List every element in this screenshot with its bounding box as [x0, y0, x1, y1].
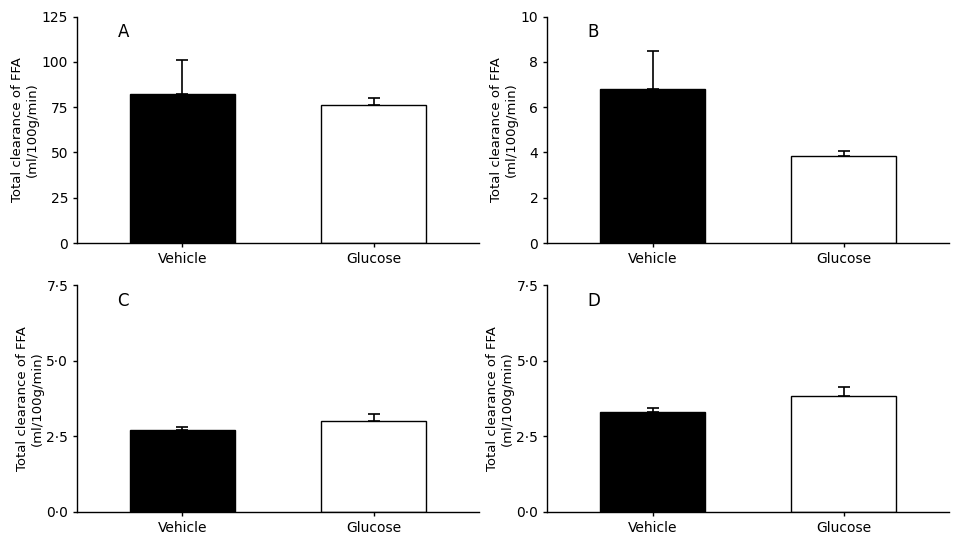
- Bar: [791, 156, 897, 243]
- Text: B: B: [588, 23, 599, 41]
- Y-axis label: Total clearance of FFA
(ml/100g/min): Total clearance of FFA (ml/100g/min): [486, 326, 514, 471]
- Bar: [130, 94, 235, 243]
- Bar: [600, 412, 706, 512]
- Y-axis label: Total clearance of FFA
(ml/100g/min): Total clearance of FFA (ml/100g/min): [15, 326, 43, 471]
- Bar: [600, 89, 706, 243]
- Text: C: C: [117, 292, 129, 310]
- Bar: [321, 422, 426, 512]
- Bar: [791, 396, 897, 512]
- Text: A: A: [117, 23, 129, 41]
- Y-axis label: Total clearance of FFA
(ml/100g/min): Total clearance of FFA (ml/100g/min): [12, 57, 39, 202]
- Y-axis label: Total clearance of FFA
(ml/100g/min): Total clearance of FFA (ml/100g/min): [490, 57, 518, 202]
- Bar: [130, 430, 235, 512]
- Bar: [321, 105, 426, 243]
- Text: D: D: [588, 292, 600, 310]
